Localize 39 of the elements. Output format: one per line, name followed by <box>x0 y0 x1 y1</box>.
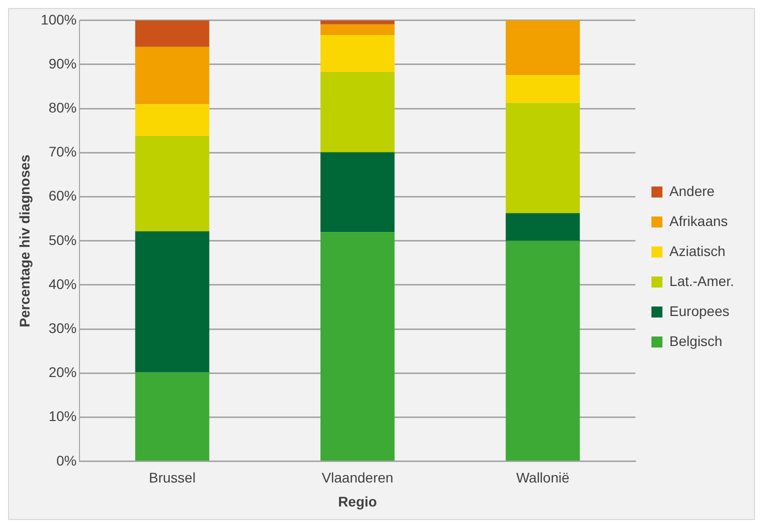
legend-label: Lat.-Amer. <box>669 272 734 289</box>
y-tick-label: 70% <box>48 144 77 160</box>
y-tick-label: 50% <box>48 232 77 248</box>
bar <box>135 46 210 104</box>
legend-label: Andere <box>669 182 715 199</box>
legend-label: Belgisch <box>669 332 722 349</box>
y-tick-label: 0% <box>56 452 77 468</box>
y-tick-label: 60% <box>48 188 77 204</box>
bar <box>135 231 210 372</box>
bar <box>135 372 210 461</box>
legend-label: Europees <box>669 302 730 319</box>
bar <box>320 72 395 152</box>
y-tick-label: 20% <box>48 364 77 380</box>
y-tick-label: 30% <box>48 320 77 336</box>
x-axis-title: Regio <box>338 493 377 510</box>
y-tick-label: 90% <box>48 55 77 72</box>
y-tick-label: 100% <box>40 11 77 28</box>
bar <box>135 136 210 232</box>
legend-label: Afrikaans <box>669 212 728 229</box>
y-axis-title: Percentage hiv diagnoses <box>16 154 32 328</box>
bar <box>135 20 210 47</box>
bar <box>135 104 210 136</box>
y-tick-label: 10% <box>48 408 77 424</box>
bar <box>506 240 580 461</box>
bar <box>506 20 580 76</box>
bar <box>320 24 395 35</box>
bar <box>506 75 580 103</box>
bar <box>506 213 580 241</box>
x-tick-label: Wallonië <box>516 470 570 486</box>
bar <box>320 152 395 232</box>
bar <box>320 20 395 24</box>
y-tick-label: 40% <box>48 276 77 292</box>
legend-label: Aziatisch <box>669 242 726 259</box>
bar <box>320 232 395 461</box>
x-tick-label: Vlaanderen <box>322 470 394 486</box>
bar <box>320 34 395 72</box>
x-tick-label: Brussel <box>148 470 196 486</box>
bar <box>506 102 580 214</box>
y-tick-label: 80% <box>48 99 77 116</box>
